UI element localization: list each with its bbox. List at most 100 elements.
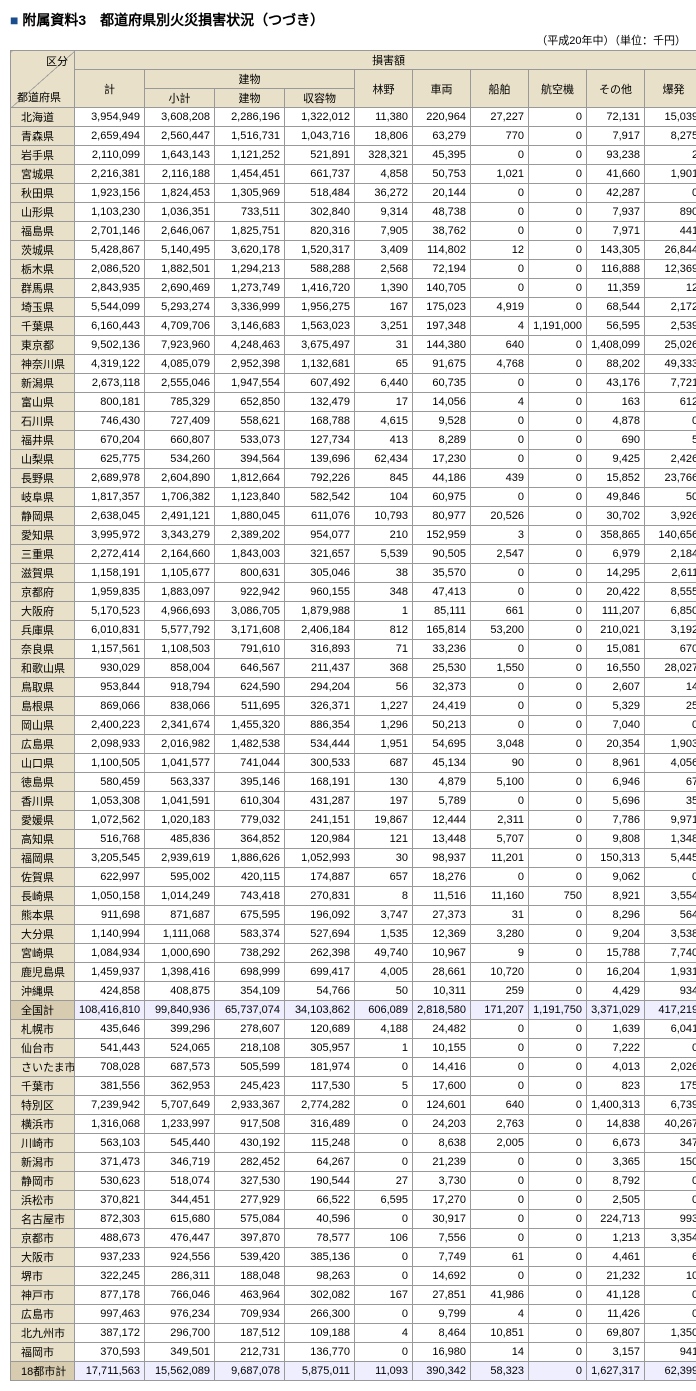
- cell-value: 11,160: [471, 887, 529, 906]
- cell-value: 4: [471, 317, 529, 336]
- cell-value: 640: [471, 336, 529, 355]
- cell-value: 1,947,554: [215, 374, 285, 393]
- cell-value: 953,844: [75, 678, 145, 697]
- cell-value: 0: [529, 1191, 587, 1210]
- cell-value: 27,373: [413, 906, 471, 925]
- cell-value: 347: [645, 1134, 696, 1153]
- table-header: 区分 都道府県 損害額 計 建物 林野 車両 船舶 航空機 その他 爆発 小計 …: [11, 51, 696, 108]
- cell-value: 750: [529, 887, 587, 906]
- cell-value: 1,021: [471, 165, 529, 184]
- cell-value: 163: [587, 393, 645, 412]
- cell-value: 8,555: [645, 583, 696, 602]
- cell-value: 1,639: [587, 1020, 645, 1039]
- row-label: 新潟市: [11, 1153, 75, 1172]
- cell-value: 0: [529, 1210, 587, 1229]
- cell-value: 0: [529, 1039, 587, 1058]
- cell-value: 115,248: [285, 1134, 355, 1153]
- cell-value: 370,593: [75, 1343, 145, 1362]
- table-row: 山梨県625,775534,260394,564139,69662,43417,…: [11, 450, 696, 469]
- cell-value: 44,186: [413, 469, 471, 488]
- cell-value: 558,621: [215, 412, 285, 431]
- cell-value: 0: [645, 412, 696, 431]
- cell-value: 15,852: [587, 469, 645, 488]
- cell-value: 0: [529, 1305, 587, 1324]
- cell-value: 0: [471, 222, 529, 241]
- table-row: 岩手県2,110,0991,643,1431,121,252521,891328…: [11, 146, 696, 165]
- cell-value: 0: [529, 355, 587, 374]
- cell-value: 277,929: [215, 1191, 285, 1210]
- table-row: 滋賀県1,158,1911,105,677800,631305,0463835,…: [11, 564, 696, 583]
- cell-value: 0: [529, 1286, 587, 1305]
- cell-value: 23,766: [645, 469, 696, 488]
- document-title: 附属資料3 都道府県別火災損害状況（つづき）: [10, 10, 686, 30]
- cell-value: 11,201: [471, 849, 529, 868]
- cell-value: 534,260: [145, 450, 215, 469]
- cell-value: 812: [355, 621, 413, 640]
- cell-value: 4,461: [587, 1248, 645, 1267]
- row-label: 京都市: [11, 1229, 75, 1248]
- cell-value: 30: [355, 849, 413, 868]
- cell-value: 2,184: [645, 545, 696, 564]
- row-label: 堺市: [11, 1267, 75, 1286]
- cell-value: 4,878: [587, 412, 645, 431]
- cell-value: 0: [529, 868, 587, 887]
- cell-value: 0: [645, 1191, 696, 1210]
- cell-value: 54,695: [413, 735, 471, 754]
- cell-value: 872,303: [75, 1210, 145, 1229]
- cell-value: 0: [529, 279, 587, 298]
- cell-value: 60,735: [413, 374, 471, 393]
- cell-value: 0: [529, 488, 587, 507]
- cell-value: 1,901: [645, 165, 696, 184]
- table-row: 京都市488,673476,447397,87078,5771067,55600…: [11, 1229, 696, 1248]
- cell-value: 738,292: [215, 944, 285, 963]
- cell-value: 6,160,443: [75, 317, 145, 336]
- cell-value: 2,952,398: [215, 355, 285, 374]
- cell-value: 7,740: [645, 944, 696, 963]
- cell-value: 2,933,367: [215, 1096, 285, 1115]
- cell-value: 370,821: [75, 1191, 145, 1210]
- cell-value: 505,599: [215, 1058, 285, 1077]
- cell-value: 140,705: [413, 279, 471, 298]
- cell-value: 877,178: [75, 1286, 145, 1305]
- cell-value: 387,172: [75, 1324, 145, 1343]
- cell-value: 0: [529, 545, 587, 564]
- table-row: 福岡市370,593349,501212,731136,770016,98014…: [11, 1343, 696, 1362]
- corner-header: 区分 都道府県: [11, 51, 75, 108]
- cell-value: 0: [471, 792, 529, 811]
- row-label: 京都府: [11, 583, 75, 602]
- cell-value: 0: [645, 1286, 696, 1305]
- cell-value: 88,202: [587, 355, 645, 374]
- cell-value: 54,766: [285, 982, 355, 1001]
- table-row: 東京都9,502,1367,923,9604,248,4633,675,4973…: [11, 336, 696, 355]
- row-label: 山形県: [11, 203, 75, 222]
- cell-value: 0: [471, 203, 529, 222]
- row-label: 大分県: [11, 925, 75, 944]
- cell-value: 954,077: [285, 526, 355, 545]
- table-row: 鹿児島県1,459,9371,398,416698,999699,4174,00…: [11, 963, 696, 982]
- cell-value: 1,191,750: [529, 1001, 587, 1020]
- cell-value: 1,100,505: [75, 754, 145, 773]
- table-row: 佐賀県622,997595,002420,115174,88765718,276…: [11, 868, 696, 887]
- cell-value: 583,374: [215, 925, 285, 944]
- cell-value: 171,207: [471, 1001, 529, 1020]
- cell-value: 6,850: [645, 602, 696, 621]
- cell-value: 0: [529, 716, 587, 735]
- cell-value: 934: [645, 982, 696, 1001]
- cell-value: 56: [355, 678, 413, 697]
- cell-value: 30,917: [413, 1210, 471, 1229]
- cell-value: 0: [529, 1153, 587, 1172]
- cell-value: 1,041,577: [145, 754, 215, 773]
- cell-value: 99,840,936: [145, 1001, 215, 1020]
- table-row: 群馬県2,843,9352,690,4691,273,7491,416,7201…: [11, 279, 696, 298]
- cell-value: 770: [471, 127, 529, 146]
- cell-value: 11,093: [355, 1362, 413, 1381]
- cell-value: 11,516: [413, 887, 471, 906]
- table-row: 香川県1,053,3081,041,591610,304431,2871975,…: [11, 792, 696, 811]
- cell-value: 4,768: [471, 355, 529, 374]
- cell-value: 1,563,023: [285, 317, 355, 336]
- cell-value: 0: [529, 735, 587, 754]
- row-label: 栃木県: [11, 260, 75, 279]
- cell-value: 871,687: [145, 906, 215, 925]
- cell-value: 190,544: [285, 1172, 355, 1191]
- cell-value: 25: [645, 697, 696, 716]
